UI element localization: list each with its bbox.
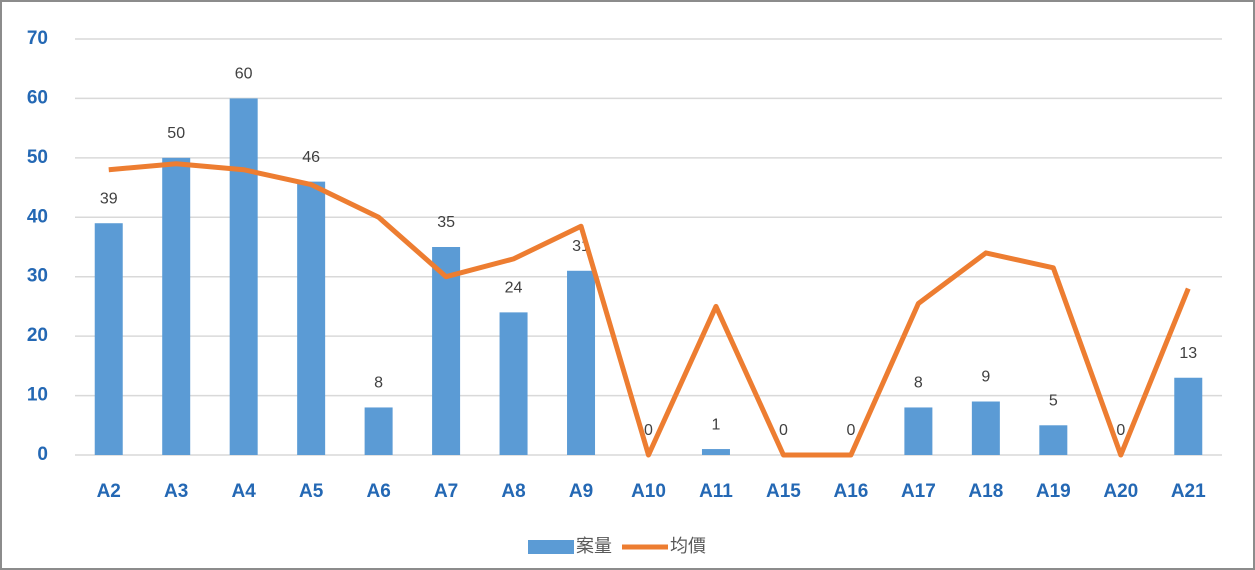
bar bbox=[701, 449, 730, 455]
y-tick-label: 30 bbox=[27, 266, 48, 287]
x-tick-label: A9 bbox=[569, 481, 593, 502]
data-label: 60 bbox=[235, 66, 253, 83]
data-label: 13 bbox=[1179, 345, 1197, 362]
y-tick-label: 10 bbox=[27, 385, 48, 406]
line bbox=[108, 161, 1191, 458]
data-label: 0 bbox=[779, 422, 788, 439]
bar bbox=[432, 247, 461, 455]
data-label: 0 bbox=[644, 422, 653, 439]
x-tick-label: A19 bbox=[1036, 481, 1071, 502]
bar bbox=[162, 157, 191, 455]
data-label: 8 bbox=[914, 375, 923, 392]
x-tick-label: A4 bbox=[232, 481, 257, 502]
bar bbox=[904, 407, 933, 455]
x-tick-label: A11 bbox=[699, 481, 733, 502]
bar bbox=[297, 181, 326, 455]
y-tick-label: 70 bbox=[27, 28, 48, 49]
x-tick-label: A18 bbox=[968, 481, 1003, 502]
y-tick-label: 0 bbox=[37, 444, 48, 465]
y-tick-label: 60 bbox=[27, 87, 48, 108]
data-label: 9 bbox=[981, 369, 990, 386]
data-label: 1 bbox=[712, 416, 721, 433]
x-tick-label: A17 bbox=[901, 481, 936, 502]
data-label: 50 bbox=[167, 125, 185, 142]
data-label: 46 bbox=[302, 149, 320, 166]
bar bbox=[1174, 377, 1203, 455]
bar bbox=[971, 401, 1000, 455]
x-tick-label: A10 bbox=[631, 481, 666, 502]
data-label: 39 bbox=[100, 190, 118, 207]
data-label: 0 bbox=[1116, 422, 1125, 439]
bar bbox=[567, 270, 596, 455]
data-label: 35 bbox=[437, 214, 455, 231]
bar bbox=[229, 98, 258, 455]
x-tick-label: A21 bbox=[1171, 481, 1206, 502]
bar bbox=[94, 223, 123, 455]
x-tick-label: A3 bbox=[164, 481, 188, 502]
y-tick-label: 40 bbox=[27, 206, 48, 227]
data-label: 24 bbox=[505, 280, 523, 297]
legend-label: 案量 bbox=[576, 536, 612, 556]
y-tick-label: 20 bbox=[27, 325, 48, 346]
data-label: 0 bbox=[846, 422, 855, 439]
legend-swatch bbox=[528, 540, 574, 554]
bar bbox=[364, 407, 393, 455]
x-tick-label: A15 bbox=[766, 481, 801, 502]
legend-label: 均價 bbox=[670, 536, 706, 556]
x-tick-label: A20 bbox=[1103, 481, 1138, 502]
x-tick-label: A16 bbox=[833, 481, 868, 502]
x-tick-label: A5 bbox=[299, 481, 324, 502]
y-tick-label: 50 bbox=[27, 147, 48, 168]
bar bbox=[499, 312, 528, 455]
x-tick-label: A2 bbox=[97, 481, 121, 502]
bar bbox=[1039, 425, 1068, 455]
x-tick-label: A6 bbox=[366, 481, 390, 502]
x-tick-label: A8 bbox=[501, 481, 525, 502]
data-label: 8 bbox=[374, 375, 383, 392]
data-label: 5 bbox=[1049, 393, 1058, 410]
x-tick-label: A7 bbox=[434, 481, 458, 502]
